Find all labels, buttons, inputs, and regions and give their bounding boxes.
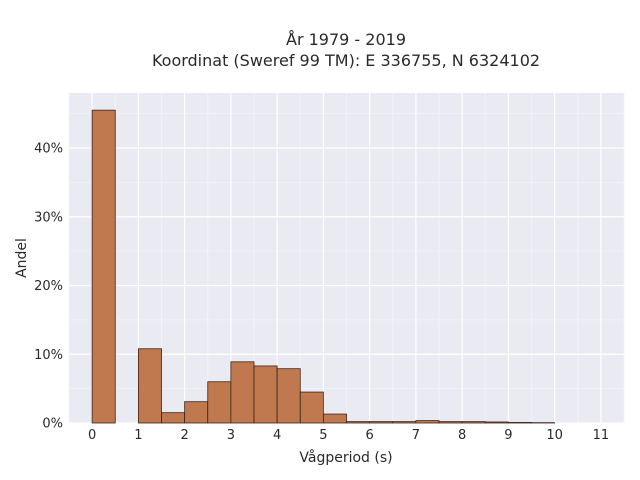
histogram-bar	[161, 412, 186, 424]
histogram-bar	[137, 348, 162, 424]
histogram-bar	[230, 361, 255, 424]
x-tick-label: 7	[412, 428, 420, 443]
histogram-bars	[91, 109, 556, 424]
chart-title-line-2: Koordinat (Sweref 99 TM): E 336755, N 63…	[152, 51, 540, 70]
x-tick-label: 10	[546, 428, 563, 443]
y-tick-labels: 0% 10% 20% 30% 40%	[34, 142, 63, 432]
histogram-bar	[299, 391, 324, 424]
x-tick-label: 6	[365, 428, 373, 443]
x-tick-label: 3	[227, 428, 235, 443]
histogram-bar	[207, 381, 232, 424]
x-tick-label: 2	[180, 428, 188, 443]
x-tick-label: 8	[458, 428, 466, 443]
histogram-bar	[438, 421, 463, 424]
histogram-bar	[322, 413, 347, 424]
y-tick-label: 20%	[34, 279, 63, 294]
histogram-bar	[346, 421, 371, 424]
y-tick-label: 10%	[34, 348, 63, 363]
y-tick-label: 40%	[34, 142, 63, 157]
x-axis-label: Vågperiod (s)	[299, 449, 392, 466]
histogram-bar	[507, 422, 532, 424]
histogram-bar	[184, 401, 209, 424]
histogram-bar	[392, 421, 417, 424]
x-tick-label: 1	[134, 428, 142, 443]
x-tick-label: 9	[504, 428, 512, 443]
x-tick-label: 0	[88, 428, 96, 443]
x-tick-labels: 0 1 2 3 4 5 6 7 8 9 10 11	[88, 428, 609, 443]
histogram-bar	[461, 421, 486, 424]
histogram-bar	[253, 365, 278, 424]
y-tick-label: 30%	[34, 210, 63, 225]
chart-title-line-1: År 1979 - 2019	[286, 30, 406, 49]
histogram-bar	[415, 420, 440, 424]
y-axis-label: Andel	[14, 238, 30, 278]
histogram-bar	[276, 368, 301, 424]
histogram-bar	[484, 421, 509, 424]
x-tick-label: 5	[319, 428, 327, 443]
histogram-bar	[91, 109, 116, 424]
x-tick-label: 11	[593, 428, 610, 443]
x-tick-label: 4	[273, 428, 281, 443]
y-tick-label: 0%	[42, 417, 63, 432]
histogram-bar	[369, 421, 394, 424]
